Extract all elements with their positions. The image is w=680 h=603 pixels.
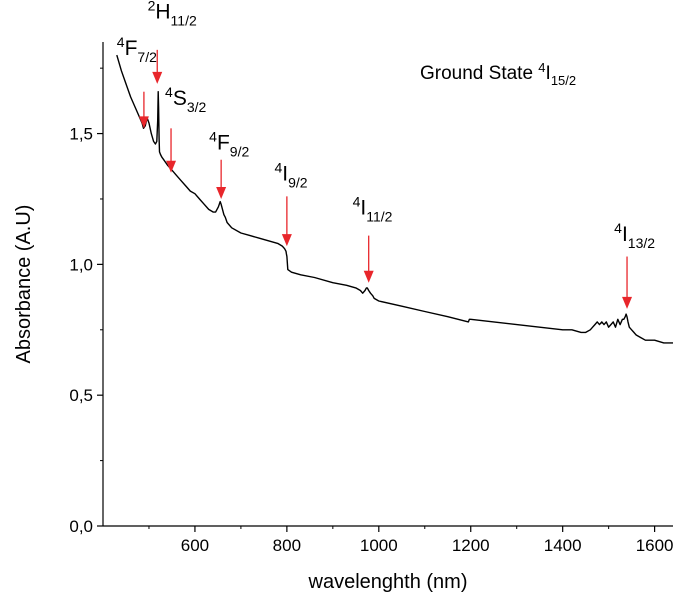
transition-label-sub: 13/2 <box>628 235 655 251</box>
transition-label-sub: 11/2 <box>366 209 392 225</box>
transition-label: 4I13/2 <box>614 220 655 251</box>
transition-annotation: 4F7/2 <box>117 34 157 129</box>
transition-label: 4F7/2 <box>117 34 157 65</box>
transition-annotation: 4I11/2 <box>353 194 393 283</box>
transition-label: 4I11/2 <box>353 194 393 225</box>
transition-label-sup: 4 <box>209 128 217 144</box>
transition-label: 2H11/2 <box>148 0 197 28</box>
y-tick-label: 0,5 <box>69 386 93 405</box>
transition-label: 4I9/2 <box>274 160 307 191</box>
transition-label: 4F9/2 <box>209 128 249 159</box>
transition-annotation: 4I9/2 <box>274 160 308 247</box>
transition-annotation: 4S3/2 <box>165 84 207 173</box>
transition-arrowhead <box>281 234 292 247</box>
transition-label-base: S <box>173 87 187 110</box>
ground-state-prefix: Ground State <box>420 63 538 84</box>
transition-label-sup: 4 <box>165 84 173 100</box>
transition-annotation: 2H11/2 <box>148 0 197 84</box>
transition-arrowhead <box>138 116 149 129</box>
x-tick-label: 1200 <box>452 536 490 555</box>
y-tick-label: 1,5 <box>69 125 93 144</box>
y-tick-label: 1,0 <box>69 255 93 274</box>
transition-label-sub: 9/2 <box>230 143 250 159</box>
x-ticks: 600 800 1000 1200 1400 1600 <box>148 526 674 555</box>
transition-label: 4S3/2 <box>165 84 206 115</box>
transition-arrowhead <box>622 296 633 309</box>
transition-label-sub: 11/2 <box>171 12 197 28</box>
transition-label-sub: 7/2 <box>137 49 157 65</box>
y-axis-title: Absorbance (A.U) <box>13 205 35 364</box>
transition-annotation: 4F9/2 <box>209 128 249 199</box>
transition-label-sub: 3/2 <box>187 99 207 115</box>
x-tick-label: 1000 <box>360 536 398 555</box>
plot-axes <box>102 42 673 527</box>
transition-arrowhead <box>152 71 163 84</box>
transition-label-sup: 4 <box>353 194 361 210</box>
transition-label-sup: 4 <box>614 220 622 236</box>
transition-label-base: H <box>155 0 170 23</box>
ground-state-sub: 15/2 <box>551 73 576 88</box>
transition-label-sup: 4 <box>274 160 282 176</box>
y-tick-label: 0,0 <box>69 517 93 536</box>
transition-arrowhead <box>166 160 177 173</box>
x-tick-label: 800 <box>273 536 301 555</box>
transition-annotation: 4I13/2 <box>614 220 655 309</box>
transition-arrowhead <box>363 270 374 283</box>
x-tick-label: 1400 <box>544 536 582 555</box>
y-ticks: 0,0 0,5 1,0 1,5 <box>69 67 103 536</box>
transition-label-base: I <box>360 197 366 220</box>
transition-label-sub: 9/2 <box>288 175 308 191</box>
ground-state-label: Ground State 4I15/2 <box>420 60 576 88</box>
transition-label-base: I <box>622 223 628 246</box>
absorbance-series-line <box>116 54 673 344</box>
transition-label-sup: 4 <box>117 34 125 50</box>
x-axis-title: wavelenghth (nm) <box>308 571 468 593</box>
transition-label-sup: 2 <box>148 0 156 13</box>
x-tick-label: 600 <box>181 536 209 555</box>
ground-state-base: I <box>546 63 551 84</box>
transition-label-base: F <box>125 37 138 60</box>
x-tick-label: 1600 <box>636 536 674 555</box>
transition-label-base: I <box>282 163 288 186</box>
transition-arrowhead <box>216 186 227 199</box>
ground-state-sup: 4 <box>538 60 545 75</box>
transition-label-base: F <box>217 131 230 154</box>
